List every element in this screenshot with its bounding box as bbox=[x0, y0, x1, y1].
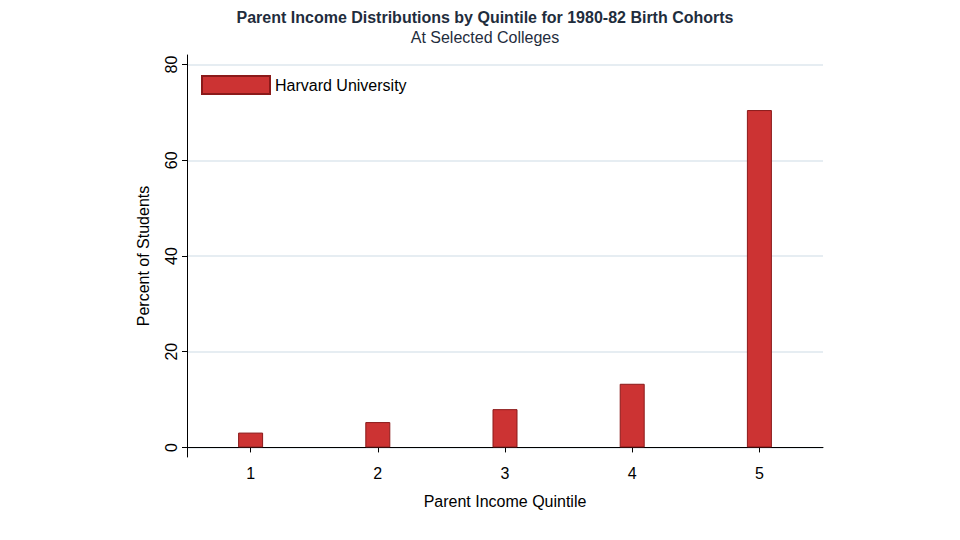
svg-text:5: 5 bbox=[755, 465, 764, 482]
svg-text:60: 60 bbox=[163, 151, 180, 169]
svg-text:20: 20 bbox=[163, 343, 180, 361]
svg-text:Parent Income Distributions by: Parent Income Distributions by Quintile … bbox=[237, 9, 734, 26]
svg-text:40: 40 bbox=[163, 247, 180, 265]
svg-text:Harvard University: Harvard University bbox=[275, 77, 407, 94]
svg-text:4: 4 bbox=[628, 465, 637, 482]
svg-text:Parent Income Quintile: Parent Income Quintile bbox=[424, 493, 587, 510]
svg-text:1: 1 bbox=[246, 465, 255, 482]
svg-text:80: 80 bbox=[163, 56, 180, 74]
svg-text:Percent of Students: Percent of Students bbox=[135, 186, 152, 327]
svg-text:2: 2 bbox=[373, 465, 382, 482]
svg-text:0: 0 bbox=[163, 443, 180, 452]
svg-text:3: 3 bbox=[501, 465, 510, 482]
svg-text:At Selected Colleges: At Selected Colleges bbox=[411, 29, 560, 46]
